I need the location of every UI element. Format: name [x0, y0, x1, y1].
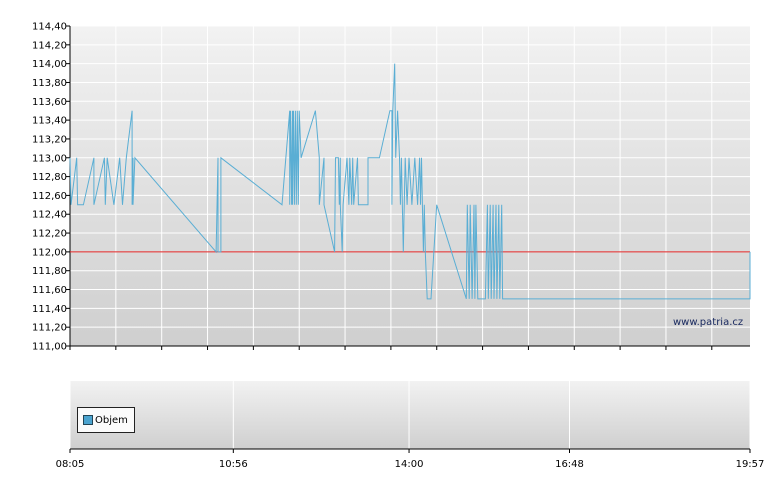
legend-label-objem: Objem [95, 414, 128, 426]
volume-legend: Objem [77, 407, 135, 433]
price-tick-label: 111,20 [32, 323, 67, 334]
price-tick-label: 113,60 [32, 97, 67, 108]
time-tick-label: 10:56 [219, 459, 248, 470]
price-tick-label: 111,40 [32, 304, 67, 315]
price-tick-label: 113,40 [32, 116, 67, 127]
price-series-line [69, 63, 751, 300]
volume-plot-background [70, 381, 750, 449]
price-tick-label: 112,00 [32, 247, 67, 258]
price-tick-label: 111,00 [32, 342, 67, 353]
price-tick-label: 112,20 [32, 229, 67, 240]
price-tick-label: 111,60 [32, 285, 67, 296]
legend-swatch-objem [83, 415, 93, 425]
price-tick-label: 111,80 [32, 266, 67, 277]
time-tick-label: 14:00 [395, 459, 424, 470]
price-tick-label: 114,20 [32, 40, 67, 51]
volume-gridlines [69, 381, 751, 449]
time-tick-label: 08:05 [56, 459, 85, 470]
watermark-text: www.patria.cz [673, 317, 744, 328]
time-tick-label: 19:57 [736, 459, 765, 470]
price-tick-label: 113,20 [32, 134, 67, 145]
price-tick-label: 112,60 [32, 191, 67, 202]
price-tick-label: 112,40 [32, 210, 67, 221]
price-tick-label: 113,00 [32, 153, 67, 164]
time-tick-label: 16:48 [555, 459, 584, 470]
time-axis: 08:05 10:56 14:00 16:48 19:57 [56, 448, 765, 470]
price-axis: 111,00 111,20 111,40 111,60 111,80 112,00 112,… [32, 22, 750, 353]
price-tick-label: 113,80 [32, 78, 67, 89]
price-tick-label: 112,80 [32, 172, 67, 183]
price-tick-label: 114,00 [32, 59, 67, 70]
price-plot-background [70, 26, 750, 346]
price-tick-label: 114,40 [32, 22, 67, 33]
